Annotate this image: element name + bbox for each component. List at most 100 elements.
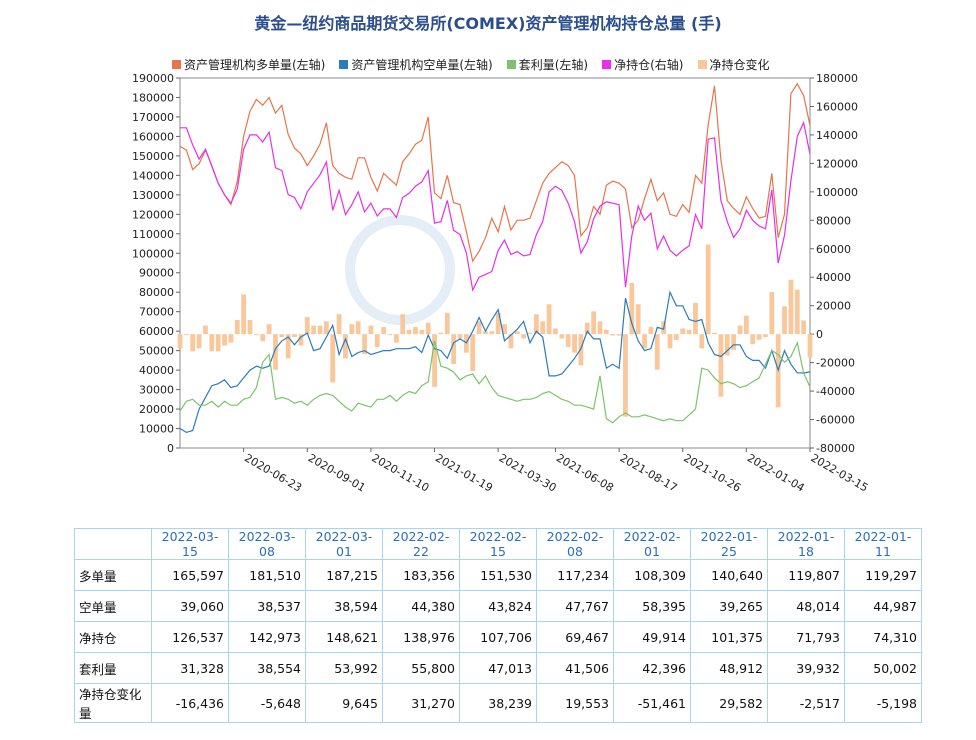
table-cell: 53,992 [305, 652, 383, 684]
legend-item-spread[interactable]: 套利量(左轴) [506, 56, 589, 72]
x-axis-label: 2021-10-26 [681, 451, 743, 494]
table-cell: 29,582 [690, 683, 768, 723]
table-cell: 44,987 [844, 590, 922, 622]
table-cell: 47,013 [459, 652, 537, 684]
bar-net-change [279, 334, 285, 337]
bar-net-change [457, 334, 463, 339]
bar-net-change [667, 334, 673, 349]
table-cell: -16,436 [151, 683, 229, 723]
table-cell: 165,597 [151, 559, 229, 591]
table-cell: 48,014 [767, 590, 845, 622]
table-cell: 48,912 [690, 652, 768, 684]
legend-swatch-short [339, 59, 349, 69]
x-axis-label: 2020-11-10 [369, 451, 431, 494]
data-table: 2022-03-15 2022-03-08 2022-03-01 2022-02… [74, 528, 922, 723]
bar-net-change [572, 334, 577, 353]
bar-net-change [203, 325, 208, 335]
series-line-net [180, 120, 811, 292]
table-cell: 181,510 [228, 559, 306, 591]
left-axis-label: 50000 [139, 345, 174, 358]
bar-net-change [355, 321, 361, 335]
bar-net-change [260, 334, 266, 342]
bar-net-change [699, 334, 705, 349]
legend-item-net[interactable]: 净持仓(右轴) [602, 56, 684, 72]
bar-net-change [285, 334, 291, 359]
bar-net-change [654, 334, 660, 370]
legend-item-change[interactable]: 净持仓变化 [697, 56, 770, 72]
bar-net-change [311, 325, 317, 335]
table-cell: 38,537 [228, 590, 306, 622]
table-row: 多单量 165,597 181,510 187,215 183,356 151,530 11… [74, 559, 922, 591]
bar-net-change [514, 331, 520, 335]
table-cell: 38,554 [228, 652, 306, 684]
bar-net-change [228, 334, 234, 343]
left-axis-label: 100000 [132, 247, 174, 260]
table-date-header: 2022-01-18 [767, 528, 845, 560]
left-axis-label: 20000 [139, 403, 174, 416]
legend-item-long[interactable]: 资产管理机构多单量(左轴) [172, 56, 325, 72]
bar-net-change [527, 332, 533, 335]
right-axis-label: 140000 [816, 129, 858, 142]
table-cell: 117,234 [536, 559, 614, 591]
bar-net-change [521, 334, 527, 339]
left-axis-label: 90000 [139, 267, 174, 280]
left-axis-label: 180000 [132, 91, 174, 104]
chart-svg: 0 10000 20000 30000 40000 50000 60000 70000 8000… [132, 72, 870, 495]
bar-net-change [616, 334, 622, 336]
right-axis-label: 120000 [816, 157, 858, 170]
table-date-header: 2022-03-15 [151, 528, 229, 560]
bar-net-change [603, 329, 609, 335]
left-axis-label: 70000 [139, 306, 174, 319]
bar-net-change [374, 334, 380, 347]
bar-net-change [298, 334, 304, 346]
left-axis-label: 170000 [132, 111, 174, 124]
bar-net-change [623, 334, 628, 417]
table-cell: 71,793 [767, 621, 845, 653]
bar-net-change [495, 312, 501, 335]
table-cell: 126,537 [151, 621, 229, 653]
bar-net-change [381, 327, 387, 335]
table-cell: 119,297 [844, 559, 922, 591]
bar-net-change [400, 314, 406, 335]
table-cell: 101,375 [690, 621, 768, 653]
bar-net-change [502, 324, 507, 335]
table-cell: 50,002 [844, 652, 922, 684]
bar-net-change [234, 319, 240, 335]
bar-net-change [247, 319, 253, 335]
bar-net-change [336, 314, 342, 335]
table-date-header: 2022-02-15 [459, 528, 537, 560]
legend-label-net: 净持仓(右轴) [614, 57, 684, 72]
table-cell: 38,594 [305, 590, 383, 622]
bar-net-change [349, 324, 355, 335]
table-date-header: 2022-01-11 [844, 528, 922, 560]
x-axis-label: 2020-09-01 [306, 451, 368, 494]
bar-net-change [801, 320, 807, 335]
table-cell: 148,621 [305, 621, 383, 653]
bar-net-change [673, 334, 679, 340]
bar-net-change [565, 334, 571, 347]
left-axis-label: 110000 [132, 228, 174, 241]
left-axis-label: 30000 [139, 384, 174, 397]
left-axis-label: 130000 [132, 189, 174, 202]
bar-net-change [718, 334, 724, 397]
table-row: 套利量 31,328 38,554 53,992 55,800 47,013 41,506 4… [74, 652, 922, 684]
legend-item-short[interactable]: 资产管理机构空单量(左轴) [339, 56, 493, 72]
left-axis-label: 150000 [132, 150, 174, 163]
legend-label-spread: 套利量(左轴) [518, 57, 589, 72]
x-axis-label: 2021-01-19 [433, 451, 495, 494]
bar-net-change [508, 334, 514, 349]
left-axis-label: 160000 [132, 130, 174, 143]
bar-net-change [215, 334, 221, 352]
table-cell: -5,198 [844, 683, 922, 723]
bar-net-change [763, 334, 768, 337]
bar-net-change [304, 317, 310, 335]
bar-net-change [756, 334, 762, 340]
bar-net-change [483, 331, 488, 335]
right-axis-label: 80000 [816, 214, 851, 227]
left-axis-label: 140000 [132, 169, 174, 182]
bar-net-change [209, 334, 215, 352]
x-axis-label: 2021-06-08 [554, 451, 616, 494]
table-cell: 19,553 [536, 683, 614, 723]
bar-net-change [807, 334, 813, 358]
legend-label-long: 资产管理机构多单量(左轴) [184, 57, 326, 72]
